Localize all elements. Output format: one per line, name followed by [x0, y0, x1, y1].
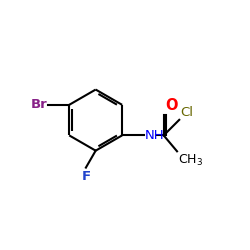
Text: F: F [81, 170, 90, 182]
Text: Cl: Cl [180, 106, 194, 118]
Text: O: O [165, 98, 177, 114]
Text: Br: Br [31, 98, 48, 111]
Text: NH: NH [145, 129, 165, 142]
Text: CH$_3$: CH$_3$ [178, 152, 204, 168]
